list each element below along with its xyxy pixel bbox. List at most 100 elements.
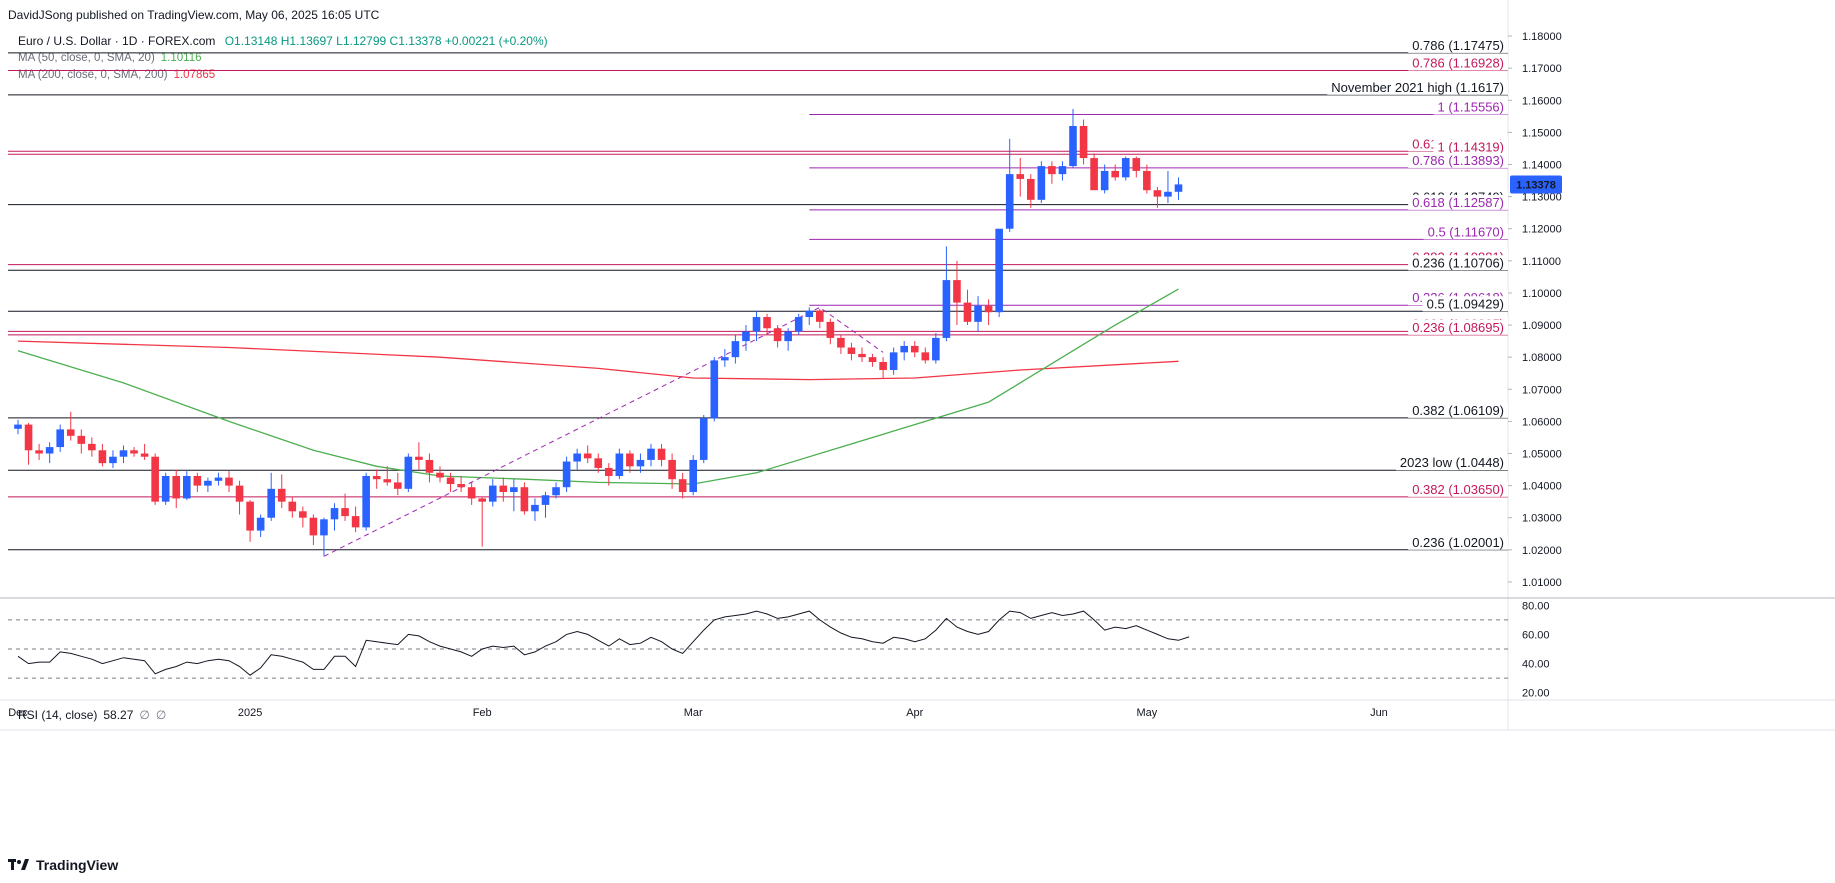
candle-body (858, 353, 866, 358)
candle-body (657, 448, 666, 460)
y-tick-label: 1.05000 (1522, 449, 1562, 461)
symbol-legend: Euro / U.S. Dollar · 1D · FOREX.com O1.1… (18, 34, 548, 48)
x-tick-label: Mar (684, 707, 703, 719)
candle-body (942, 280, 951, 338)
candle-body (1153, 190, 1162, 197)
candle-body (446, 477, 455, 485)
candle-body (1100, 170, 1109, 191)
candle-body (520, 487, 529, 512)
x-tick-label: May (1136, 707, 1157, 719)
candle-body (288, 501, 297, 512)
level-label: 0.786 (1.16928) (1412, 55, 1504, 70)
ma200-line (17, 340, 1179, 381)
level-label: 0.382 (1.06109) (1412, 403, 1504, 418)
candle-body (119, 450, 128, 457)
y-tick-label: 1.11000 (1522, 256, 1561, 268)
candle-body (773, 328, 782, 342)
y-tick-label: 1.04000 (1522, 481, 1562, 493)
candle-body (932, 337, 940, 361)
level-label: 0.236 (1.10706) (1412, 255, 1504, 270)
candle-body (330, 508, 339, 520)
rsi-tick-label: 60.00 (1522, 629, 1550, 641)
candle-body (351, 516, 360, 528)
level-label-bg (1327, 79, 1508, 95)
level-label-bg (1433, 139, 1508, 155)
level-label: 0.5 (1.09429) (1427, 296, 1504, 311)
candle-body (710, 360, 719, 419)
candle-body (425, 459, 434, 473)
y-tick-label: 1.18000 (1522, 31, 1562, 43)
candle-body (721, 357, 729, 361)
y-tick-label: 1.13000 (1522, 192, 1562, 204)
ma50-line (17, 288, 1179, 485)
x-tick-label: Dec (8, 707, 28, 719)
candle-body (1027, 178, 1035, 200)
candle-body (826, 321, 835, 338)
candle-body (225, 477, 233, 486)
candle-body (383, 479, 392, 483)
y-tick-label: 1.14000 (1522, 160, 1562, 172)
rsi-label: RSI (14, close) (18, 708, 98, 722)
candle-body (320, 519, 328, 536)
footer-brand[interactable]: TradingView (8, 857, 118, 873)
candle-body (56, 429, 64, 448)
level-label: 0.786 (1.13893) (1412, 153, 1504, 168)
candle-body (573, 453, 581, 462)
candle-body (235, 485, 244, 502)
candle-body (35, 450, 43, 454)
level-label-bg (1408, 481, 1508, 497)
candle-body (193, 475, 202, 486)
candle-body (1079, 125, 1088, 159)
candle-body (467, 487, 476, 499)
brand-name: TradingView (36, 857, 119, 873)
candle-body (752, 317, 761, 332)
rsi-legend: RSI (14, close) 58.27 ∅ ∅ (18, 708, 166, 722)
candle-body (267, 488, 275, 518)
candle-body (1048, 166, 1056, 175)
symbol-name: Euro / U.S. Dollar · 1D · FOREX.com (18, 34, 216, 48)
candle-body (130, 450, 138, 454)
candle-body (552, 487, 560, 496)
candle-body (45, 447, 54, 454)
candle-body (583, 453, 592, 459)
level-label: 0.786 (1.17475) (1412, 38, 1504, 53)
y-tick-label: 1.12000 (1522, 224, 1562, 236)
candle-body (88, 443, 96, 451)
candle-body (510, 487, 518, 493)
candle-body (1164, 191, 1172, 197)
candle-body (953, 280, 961, 303)
candle-body (847, 347, 856, 354)
level-label-bg (1408, 534, 1508, 550)
x-tick-label: Feb (473, 707, 492, 719)
candle-body (246, 501, 254, 531)
level-label: 2023 low (1.0448) (1400, 455, 1504, 470)
candle-body (277, 488, 286, 502)
candle-body (394, 482, 402, 489)
candle-body (362, 475, 370, 528)
level-label-bg (1408, 402, 1508, 418)
candle-body (372, 475, 381, 480)
rsi-tick-label: 20.00 (1522, 688, 1550, 700)
candle-body (488, 485, 497, 502)
ma200-value: 1.07865 (173, 69, 216, 81)
candle-body (668, 459, 676, 480)
level-label-bg (1408, 255, 1508, 271)
candle-body (256, 517, 265, 531)
candle-body (763, 317, 771, 329)
candle-body (699, 418, 708, 460)
candle-body (204, 480, 212, 486)
candle-body (868, 357, 877, 362)
ma50-value: 1.10116 (160, 52, 202, 64)
fib-swing-dashed-line (323, 306, 884, 557)
ma200-legend: MA (200, close, 0, SMA, 200) 1.07865 (18, 69, 215, 81)
rsi-tick-label: 40.00 (1522, 659, 1550, 671)
level-label-bg (1408, 55, 1508, 71)
candle-body (1016, 174, 1025, 179)
candle-body (921, 352, 930, 361)
candle-body (1037, 166, 1046, 200)
rsi-line (17, 610, 1190, 676)
candle-body (689, 459, 697, 493)
ma200-label: MA (200, close, 0, SMA, 200) (18, 69, 168, 81)
candle-body (499, 485, 508, 493)
